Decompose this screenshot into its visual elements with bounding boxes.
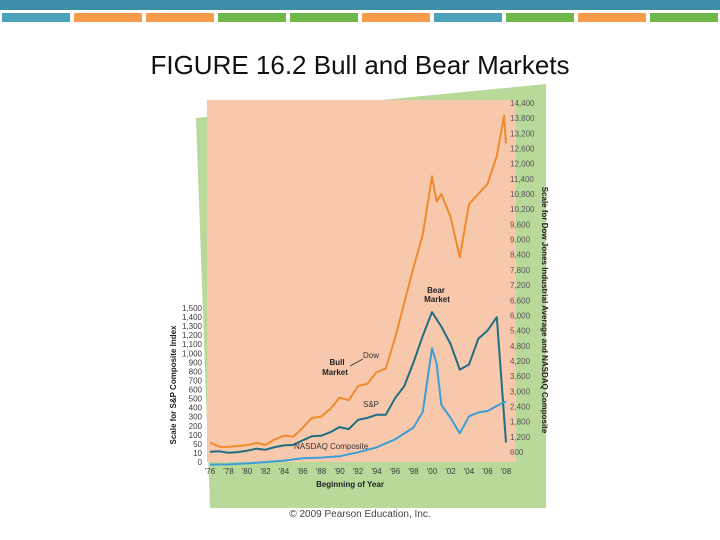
left-tick-label: 1,100: [182, 340, 203, 349]
header-segment: [578, 13, 646, 22]
x-tick-label: '98: [408, 467, 419, 476]
right-tick-label: 8,400: [510, 251, 531, 260]
slide-title: FIGURE 16.2 Bull and Bear Markets: [150, 50, 570, 80]
right-tick-label: 6,000: [510, 311, 531, 320]
right-tick-label: 10,200: [510, 205, 535, 214]
x-tick-label: '06: [482, 467, 493, 476]
right-tick-label: 5,400: [510, 327, 531, 336]
left-tick-label: 500: [189, 395, 203, 404]
right-tick-label: 9,000: [510, 236, 531, 245]
header-decoration: [0, 0, 720, 22]
left-tick-label: 1,200: [182, 331, 203, 340]
nasdaq-line: [209, 347, 507, 466]
x-tick-label: '86: [297, 467, 308, 476]
left-tick-label: 1,500: [182, 304, 203, 313]
right-tick-label: 4,200: [510, 357, 531, 366]
right-tick-label: 3,000: [510, 387, 531, 396]
header-segment: [506, 13, 574, 22]
right-tick-label: 7,800: [510, 266, 531, 275]
right-tick-label: 10,800: [510, 190, 535, 199]
right-tick-label: 1,800: [510, 418, 531, 427]
bull-market-pointer: [349, 358, 364, 367]
left-tick-label: 10: [193, 449, 202, 458]
left-tick-label: 700: [189, 376, 203, 385]
right-tick-label: 1,200: [510, 433, 531, 442]
x-tick-label: '82: [260, 467, 271, 476]
right-tick-label: 6,600: [510, 296, 531, 305]
x-tick-label: '96: [390, 467, 401, 476]
left-tick-label: 400: [189, 404, 203, 413]
plot-background: [207, 100, 516, 462]
x-tick-label: '04: [464, 467, 475, 476]
x-tick-label: '08: [501, 467, 512, 476]
right-tick-label: 14,400: [510, 99, 535, 108]
header-segment: [434, 13, 502, 22]
right-tick-label: 13,800: [510, 114, 535, 123]
header-segment: [2, 13, 70, 22]
header-segment: [74, 13, 142, 22]
left-tick-label: 1,300: [182, 322, 203, 331]
sp-series-label: S&P: [363, 400, 379, 409]
left-tick-label: 0: [198, 458, 203, 467]
x-tick-label: '90: [334, 467, 345, 476]
left-tick-label: 200: [189, 422, 203, 431]
copyright-notice: © 2009 Pearson Education, Inc.: [289, 509, 431, 520]
x-tick-label: '88: [316, 467, 327, 476]
x-tick-label: '84: [279, 467, 290, 476]
x-tick-label: '02: [445, 467, 456, 476]
x-tick-label: '78: [223, 467, 234, 476]
left-axis-label: Scale for S&P Composite Index: [169, 325, 178, 445]
header-segment: [218, 13, 286, 22]
x-axis-label: Beginning of Year: [316, 480, 384, 489]
left-tick-label: 600: [189, 386, 203, 395]
header-segment: [362, 13, 430, 22]
right-tick-label: 2,400: [510, 402, 531, 411]
right-tick-label: 4,800: [510, 342, 531, 351]
x-tick-label: '80: [242, 467, 253, 476]
dow-line: [209, 114, 507, 448]
right-axis-label: Scale for Dow Jones Industrial Average a…: [540, 187, 549, 434]
x-tick-label: '00: [427, 467, 438, 476]
left-tick-label: 300: [189, 413, 203, 422]
x-tick-label: '76: [205, 467, 216, 476]
right-tick-label: 11,400: [510, 175, 534, 184]
left-tick-label: 900: [189, 358, 203, 367]
bull-market-label-2: Market: [322, 368, 348, 377]
right-tick-label: 12,600: [510, 145, 535, 154]
right-tick-label: 3,600: [510, 372, 531, 381]
left-tick-label: 800: [189, 367, 203, 376]
left-tick-label: 100: [189, 431, 203, 440]
right-tick-label: 13,200: [510, 129, 535, 138]
sp-line: [209, 311, 507, 454]
x-tick-label: '92: [353, 467, 364, 476]
dow-series-label: Dow: [363, 351, 379, 360]
header-segment: [290, 13, 358, 22]
bear-market-label-1: Bear: [427, 286, 445, 295]
header-strip: [0, 0, 720, 10]
x-tick-label: '94: [371, 467, 382, 476]
right-tick-label: 12,000: [510, 160, 535, 169]
right-tick-label: 600: [510, 448, 524, 457]
left-tick-label: 1,000: [182, 349, 203, 358]
header-segment: [650, 13, 718, 22]
nasdaq-series-label: NASDAQ Composite: [294, 442, 369, 451]
bull-market-label-1: Bull: [329, 358, 344, 367]
left-tick-label: 1,400: [182, 313, 203, 322]
header-segment: [146, 13, 214, 22]
bear-market-label-2: Market: [424, 295, 450, 304]
left-tick-label: 50: [193, 440, 202, 449]
right-tick-label: 9,600: [510, 220, 531, 229]
right-tick-label: 7,200: [510, 281, 531, 290]
